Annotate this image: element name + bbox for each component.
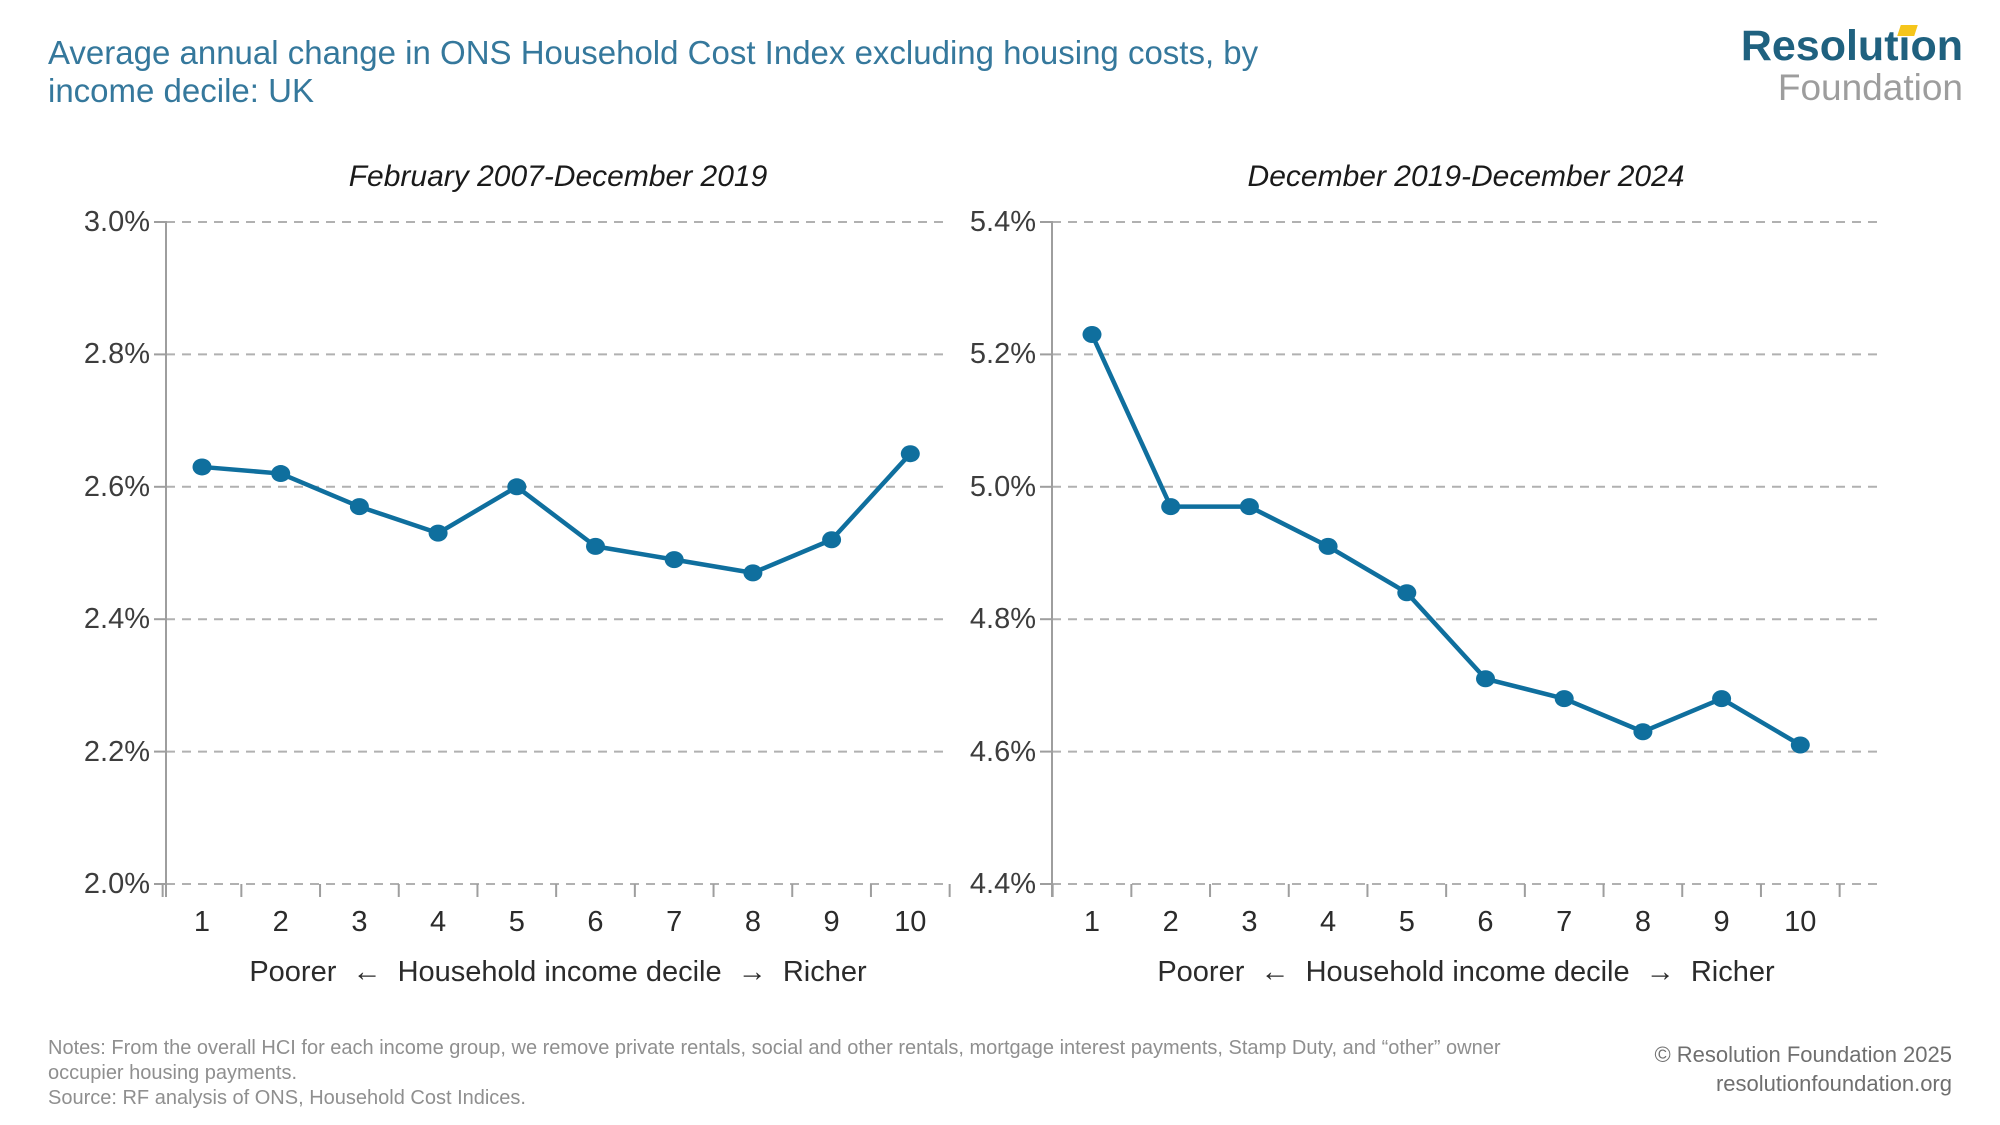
data-series-line [1089, 332, 1803, 748]
x-axis-tick-label: 5 [1398, 906, 1415, 938]
x-axis-tick-label: 8 [744, 906, 761, 938]
y-axis-tick-label: 3.0% [83, 206, 150, 238]
data-point-marker [822, 531, 842, 549]
page-title: Average annual change in ONS Household C… [48, 34, 1348, 110]
footer-right-block: © Resolution Foundation 2025 resolutionf… [1654, 1040, 1952, 1098]
x-axis-tick-label: 6 [587, 906, 604, 938]
data-series-line [199, 451, 913, 576]
chart-right-x-axis-caption: Poorer ← Household income decile → Riche… [1157, 956, 1775, 988]
notes-line2: occupier housing payments. [48, 1062, 298, 1084]
notes-line1: Notes: From the overall HCI for each inc… [48, 1037, 1501, 1059]
chart-left-subtitle: February 2007-December 2019 [348, 160, 768, 193]
source-line: Source: RF analysis of ONS, Household Co… [48, 1087, 526, 1109]
x-axis-tick-label: 4 [430, 906, 447, 938]
x-axis-tick-label: 4 [1320, 906, 1337, 938]
x-axis-tick-label: 9 [823, 906, 840, 938]
data-point-marker [1476, 670, 1495, 688]
x-axis-tick-label: 2 [272, 906, 289, 938]
data-point-marker [349, 498, 369, 516]
x-axis-tick-label: 1 [193, 906, 211, 938]
x-axis-tick-label: 10 [1784, 906, 1817, 938]
data-point-marker [1161, 498, 1181, 516]
copyright-line: © Resolution Foundation 2025 [1654, 1042, 1952, 1067]
x-axis-tick-label: 3 [1241, 906, 1258, 938]
data-point-marker [1239, 498, 1259, 516]
data-point-marker [1790, 736, 1810, 754]
x-axis-tick-label: 8 [1634, 906, 1651, 938]
data-point-marker [1633, 723, 1653, 741]
x-axis-tick-label: 2 [1162, 906, 1179, 938]
x-axis-tick-label: 3 [351, 906, 368, 938]
page-title-line2: income decile: UK [48, 72, 314, 109]
y-axis-tick-label: 2.2% [83, 735, 150, 768]
y-axis-tick-label: 5.0% [969, 470, 1036, 503]
y-axis-tick-label: 4.6% [969, 735, 1036, 768]
x-axis-tick-label: 7 [666, 906, 683, 938]
logo-wordmark-resolution: Resolution [1741, 24, 1963, 68]
x-axis-tick-label: 1 [1083, 906, 1101, 938]
data-point-marker [428, 524, 448, 542]
data-point-marker [507, 478, 527, 496]
notes-block: Notes: From the overall HCI for each inc… [48, 1036, 1501, 1111]
data-point-marker [586, 537, 605, 555]
data-point-marker [1318, 537, 1338, 555]
data-point-marker [192, 458, 212, 476]
logo-text-resolution: Resolution [1740, 22, 1963, 70]
data-point-marker [1082, 326, 1102, 344]
x-axis-tick-label: 10 [894, 906, 927, 938]
y-axis-tick-label: 5.2% [969, 338, 1036, 371]
x-axis-tick-label: 6 [1477, 906, 1494, 938]
y-axis-tick-label: 5.4% [969, 206, 1036, 238]
y-axis-tick-label: 2.6% [83, 470, 150, 503]
x-axis-tick-label: 5 [508, 906, 525, 938]
data-point-marker [271, 465, 291, 483]
chart-left-x-axis-caption: Poorer ← Household income decile → Riche… [249, 956, 867, 988]
y-axis-tick-label: 2.4% [83, 603, 150, 636]
x-axis-tick-label: 9 [1713, 906, 1730, 938]
y-axis-tick-label: 4.4% [969, 868, 1036, 900]
y-axis-tick-label: 2.0% [83, 868, 150, 900]
data-point-marker [1712, 690, 1732, 708]
logo-wordmark-foundation: Foundation [1777, 67, 1963, 108]
y-axis-tick-label: 4.8% [969, 603, 1036, 636]
y-axis-tick-label: 2.8% [83, 338, 150, 371]
x-axis-tick-label: 7 [1556, 906, 1573, 938]
page-title-line1: Average annual change in ONS Household C… [48, 34, 1259, 71]
data-point-marker [743, 564, 763, 582]
data-point-marker [664, 551, 684, 569]
data-point-marker [900, 445, 920, 463]
data-point-marker [1397, 584, 1417, 602]
data-point-marker [1554, 690, 1574, 708]
resolution-foundation-logo: Resolution Foundation [1741, 24, 1963, 107]
chart-right-subtitle: December 2019-December 2024 [1247, 160, 1685, 193]
logo-accent-icon [1897, 25, 1918, 36]
website-line: resolutionfoundation.org [1715, 1071, 1952, 1096]
